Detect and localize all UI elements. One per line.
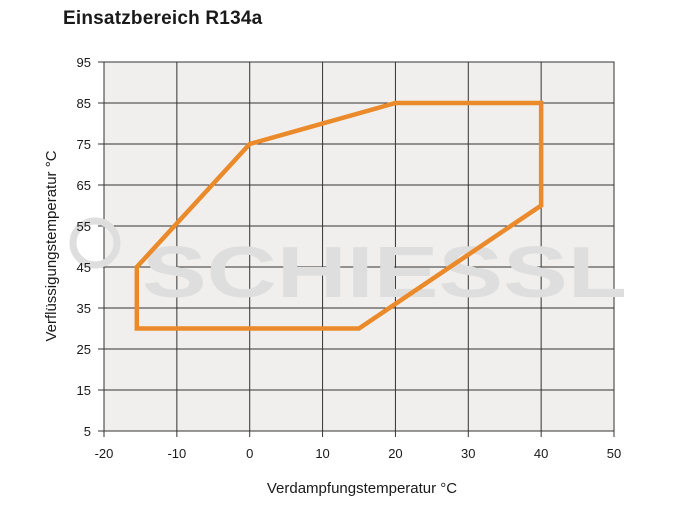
y-tick-label: 65: [77, 178, 91, 193]
y-tick-label: 25: [77, 342, 91, 357]
y-tick-label: 75: [77, 137, 91, 152]
x-tick-label: 50: [607, 446, 621, 461]
y-tick-label: 85: [77, 96, 91, 111]
x-tick-label: -10: [167, 446, 186, 461]
watermark-logo-icon: [69, 217, 121, 269]
y-tick-label: 35: [77, 301, 91, 316]
chart-title: Einsatzbereich R134a: [63, 8, 263, 29]
operating-range-outline: [134, 100, 544, 331]
y-tick-label: 55: [77, 219, 91, 234]
watermark: SCHIESSL: [69, 217, 627, 313]
y-tick-label: 5: [84, 424, 91, 439]
x-tick-labels: -20 -10 0 10 20 30 40 50: [95, 446, 622, 461]
x-tick-label: 0: [246, 446, 253, 461]
x-tick-label: 20: [388, 446, 402, 461]
x-tick-label: 10: [315, 446, 329, 461]
y-tick-label: 15: [77, 383, 91, 398]
series: [134, 100, 544, 331]
y-axis-label: Verflüssigungstemperatur °C: [43, 150, 60, 341]
y-tick-label: 95: [77, 55, 91, 70]
x-tick-label: -20: [95, 446, 114, 461]
watermark-text: SCHIESSL: [142, 233, 627, 313]
x-axis-label: Verdampfungstemperatur °C: [267, 480, 457, 497]
x-tick-label: 40: [534, 446, 548, 461]
y-tick-labels: 5 15 25 35 45 55 65 75 85 95: [77, 55, 91, 439]
y-tick-label: 45: [77, 260, 91, 275]
x-tick-label: 30: [461, 446, 475, 461]
